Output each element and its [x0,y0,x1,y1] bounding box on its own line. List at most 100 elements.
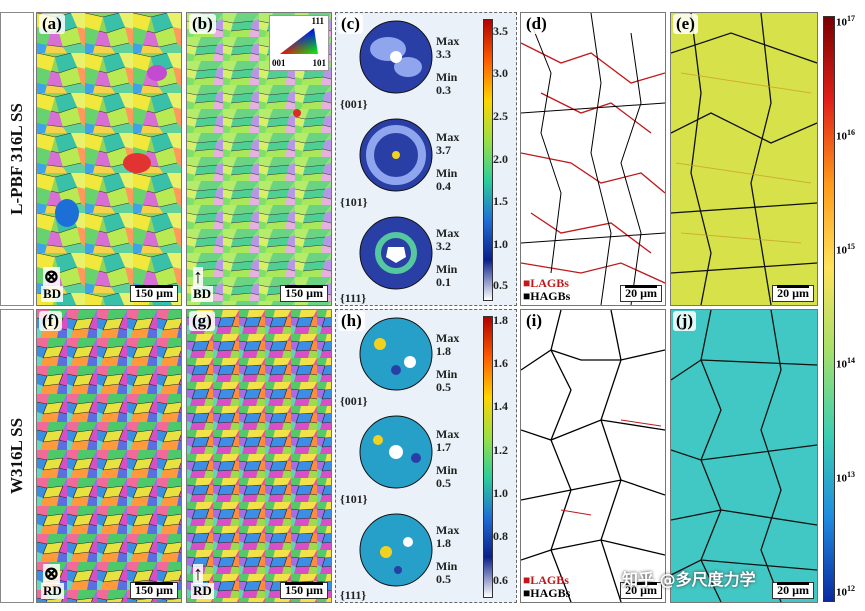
legend-lagb-i: ■LAGBs [523,573,569,587]
cb-c-tick-5: 1.0 [493,237,508,251]
scale-bar-b: 150 µm [280,285,328,302]
density-map-j [671,310,817,602]
panel-a-ipf-map: (a) ⊗ BD 150 µm [36,12,182,306]
scale-bar-f: 150 µm [130,582,178,599]
panel-e-dislocation-density-map: (e) 20 µm [670,12,818,306]
cb-c-tick-4: 1.5 [493,194,508,208]
plane-label-c-111: {111} [340,291,367,305]
ipf-key-001: 001 [272,58,286,68]
direction-label-g: RD [191,583,214,599]
cb-c-tick-1: 3.0 [493,66,508,80]
density-tick-0: 1017 [836,14,855,29]
maxmin-h-001: Max 1.8 Min 0.5 [436,331,460,394]
plane-label-h-001: {001} [340,394,368,408]
cb-h-tick-1: 1.6 [493,356,508,370]
watermark-text: 知乎 @多尺度力学 [622,570,756,589]
cb-h-tick-3: 1.2 [493,443,508,457]
into-page-icon: ⊗ [43,563,60,585]
plane-label-c-001: {001} [340,97,368,111]
scale-bar-a: 150 µm [130,285,178,302]
ipf-key-111: 111 [311,16,324,26]
cb-h-tick-4: 1.0 [493,486,508,500]
grain-boundaries-d [521,13,665,305]
row-label-lpbf: L-PBF 316L SS [0,12,34,306]
panel-label-h: (h) [338,311,365,331]
maxmin-c-101: Max 3.7 Min 0.4 [436,130,460,193]
scale-bar-d: 20 µm [620,285,662,302]
scale-bar-i: 20 µm [620,582,662,599]
legend-hagb-d: ■HAGBs [523,289,571,303]
legend-hagb-i: ■HAGBs [523,586,571,600]
ipf-map-a [37,13,181,305]
density-tick-1: 1016 [836,128,855,143]
panel-b-ipf-map: (b) 111 001 101 ↑ BD 150 µm [186,12,332,306]
grain-boundaries-i [521,310,665,602]
panel-g-ipf-map: (g) ↑ RD 150 µm [186,309,332,603]
ipf-map-g [187,310,331,602]
panel-f-ipf-map: (f) ⊗ RD 150 µm [36,309,182,603]
maxmin-c-001: Max 3.3 Min 0.3 [436,34,460,97]
panel-d-grain-boundary-map: (d) ■LAGBs ■HAGBs 20 µm [520,12,666,306]
boundary-legend-i: ■LAGBs ■HAGBs [523,574,570,600]
ipf-triangle-icon [280,28,318,54]
panel-c-pole-figures: (c) {001} Max 3.3 Min 0.3 {101} Max 3.7 Min… [335,12,517,306]
cb-h-tick-0: 1.8 [493,313,508,327]
panel-label-g: (g) [189,311,215,331]
pole-figure-h-101 [359,415,433,489]
panel-label-d: (d) [523,14,550,34]
ipf-map-f [37,310,181,602]
plane-label-c-101: {101} [340,195,368,209]
density-colorbar [823,16,835,602]
panel-j-dislocation-density-map: (j) 20 µm [670,309,818,603]
cb-c-tick-0: 3.5 [493,24,508,38]
up-arrow-icon: ↑ [193,563,203,585]
panel-label-e: (e) [673,14,698,34]
legend-lagb-swatch-d: ■ [523,276,531,290]
direction-label-a: BD [41,286,64,302]
ipf-color-key: 111 001 101 [269,15,329,71]
cb-h-tick-5: 0.8 [493,529,508,543]
scale-bar-g: 150 µm [280,582,328,599]
panel-label-j: (j) [673,311,696,331]
scale-bar-e: 20 µm [772,285,814,302]
maxmin-h-101: Max 1.7 Min 0.5 [436,427,460,490]
panel-label-a: (a) [39,14,65,34]
boundary-legend-d: ■LAGBs ■HAGBs [523,277,570,303]
plane-label-h-111: {111} [340,588,367,602]
pole-figure-c-001 [359,20,433,94]
density-tick-4: 1013 [836,470,855,485]
density-tick-5: 1012 [836,584,855,599]
panel-label-f: (f) [39,311,62,331]
cb-h-tick-2: 1.4 [493,399,508,413]
ipf-key-101: 101 [312,58,327,68]
legend-lagb-swatch-i: ■ [523,573,531,587]
colorbar-h [483,316,493,598]
plane-label-h-101: {101} [340,492,368,506]
cb-c-tick-3: 2.0 [493,152,508,166]
legend-hagb-swatch-d: ■ [523,289,531,303]
up-arrow-icon: ↑ [193,266,203,288]
legend-lagb-d: ■LAGBs [523,276,569,290]
pole-figure-c-111 [359,216,433,290]
cb-c-tick-6: 0.5 [493,278,508,292]
maxmin-c-111: Max 3.2 Min 0.1 [436,226,460,289]
panel-label-b: (b) [189,14,216,34]
cb-c-tick-2: 2.5 [493,109,508,123]
panel-label-i: (i) [523,311,546,331]
pole-figure-c-101 [359,118,433,192]
panel-label-c: (c) [338,14,363,34]
cb-h-tick-6: 0.6 [493,573,508,587]
panel-h-pole-figures: (h) {001} Max 1.8 Min 0.5 {101} Max 1.7 Min… [335,309,517,603]
scale-bar-j: 20 µm [772,582,814,599]
maxmin-h-111: Max 1.8 Min 0.5 [436,523,460,586]
density-tick-3: 1014 [836,356,855,371]
density-tick-2: 1015 [836,242,855,257]
legend-hagb-swatch-i: ■ [523,586,531,600]
direction-label-b: BD [191,286,214,302]
panel-i-grain-boundary-map: (i) ■LAGBs ■HAGBs 20 µm [520,309,666,603]
pole-figure-h-111 [359,513,433,587]
direction-label-f: RD [41,583,64,599]
density-map-e [671,13,817,305]
pole-figure-h-001 [359,317,433,391]
into-page-icon: ⊗ [43,266,60,288]
